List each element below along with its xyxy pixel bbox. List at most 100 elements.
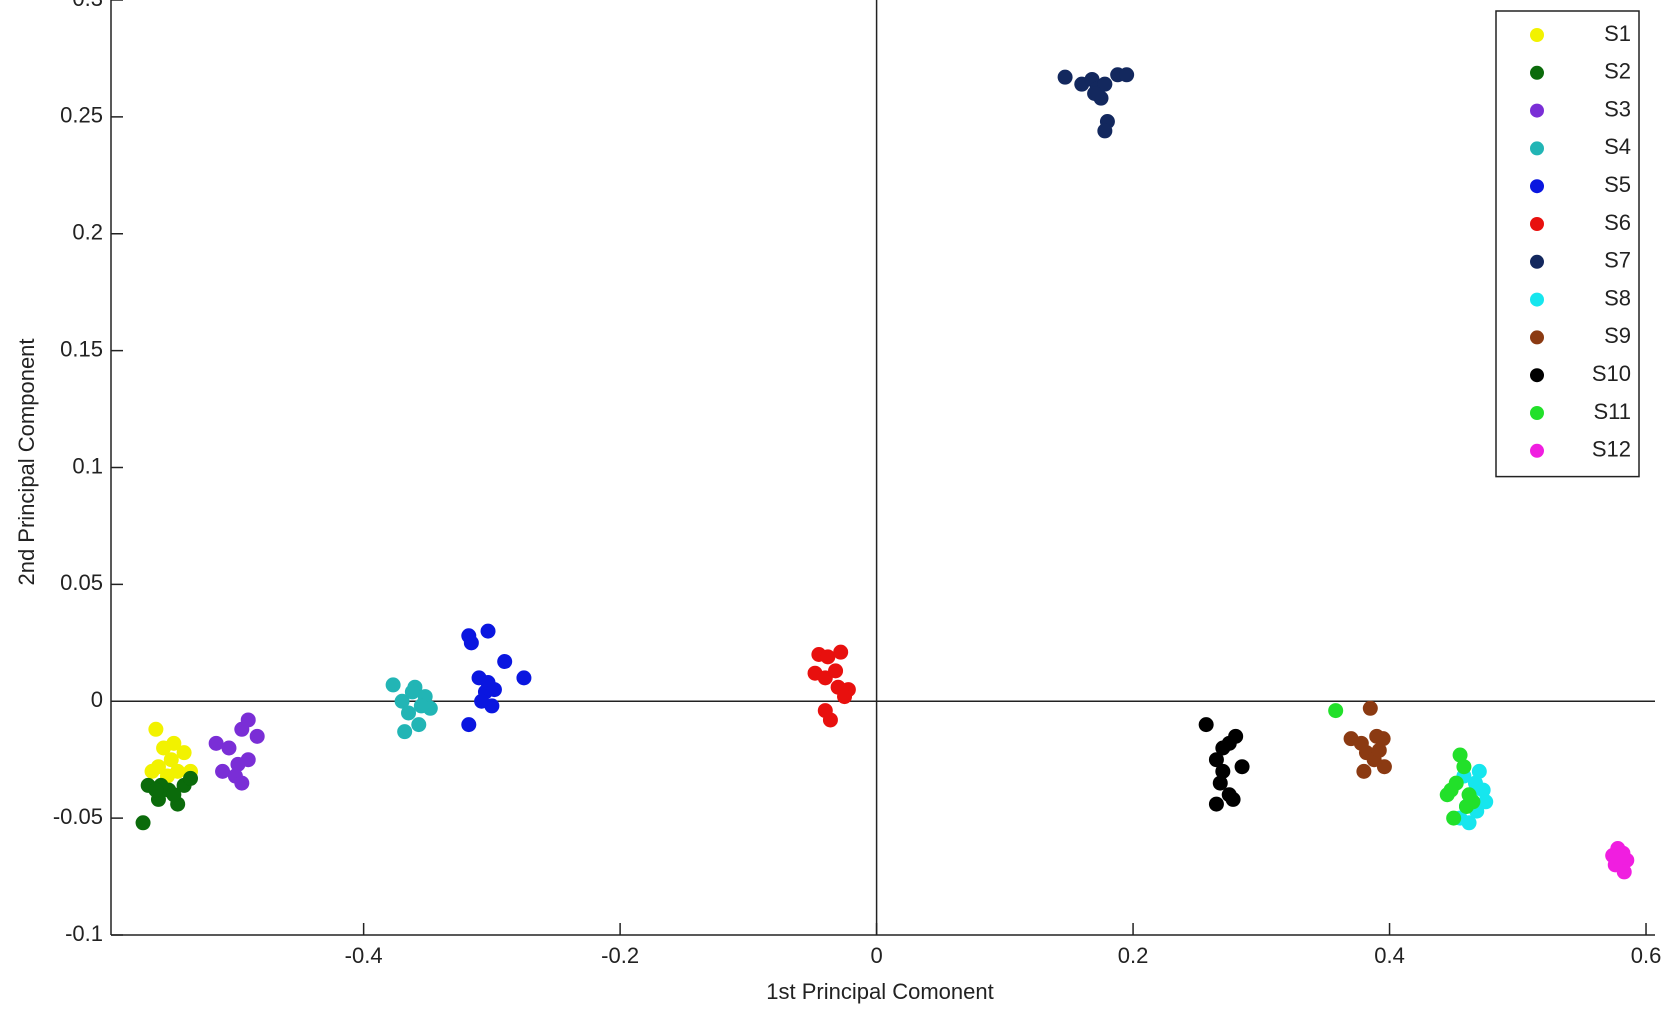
legend-marker	[1530, 330, 1544, 345]
point	[837, 689, 853, 705]
legend-label: S12	[1592, 437, 1631, 462]
point	[1228, 728, 1244, 744]
point	[1375, 731, 1391, 747]
legend-label: S4	[1604, 134, 1631, 159]
point	[1356, 763, 1372, 779]
y-tick-label: 0.05	[60, 570, 103, 595]
legend-marker	[1530, 28, 1544, 42]
point	[1611, 850, 1627, 866]
legend-label: S7	[1604, 248, 1631, 273]
point	[1475, 782, 1491, 798]
point	[234, 775, 250, 791]
point	[166, 735, 182, 751]
y-tick-label: 0.3	[72, 0, 103, 11]
legend-marker	[1530, 406, 1544, 420]
point	[1097, 123, 1113, 139]
point	[144, 763, 160, 779]
point	[1443, 782, 1459, 798]
y-tick-label: 0.1	[72, 453, 103, 478]
legend-label: S9	[1604, 323, 1631, 348]
point	[1119, 67, 1135, 83]
x-tick-label: -0.2	[601, 943, 639, 968]
point	[1208, 752, 1224, 768]
point	[230, 756, 246, 772]
point	[176, 745, 192, 761]
x-tick-label: 0.4	[1374, 943, 1405, 968]
point	[474, 693, 490, 709]
legend-label: S3	[1604, 96, 1631, 121]
legend-marker	[1530, 368, 1544, 383]
point	[461, 717, 477, 733]
point	[163, 752, 179, 768]
point	[1087, 86, 1103, 101]
point	[148, 721, 164, 737]
x-tick-label: -0.4	[345, 943, 383, 968]
y-tick-label: 0.25	[60, 103, 103, 128]
point	[822, 712, 838, 728]
point	[135, 815, 151, 831]
point	[1456, 759, 1472, 775]
x-axis-label: 1st Principal Comonent	[766, 979, 993, 1004]
y-tick-label: 0	[91, 687, 103, 712]
point	[828, 663, 844, 679]
legend-label: S6	[1604, 210, 1631, 235]
point	[1057, 69, 1073, 85]
legend-marker	[1530, 292, 1544, 307]
legend-marker	[1530, 254, 1544, 269]
point	[820, 649, 836, 665]
legend-marker	[1530, 103, 1544, 118]
point	[480, 623, 496, 639]
y-tick-label: 0.15	[60, 336, 103, 361]
point	[240, 712, 256, 728]
point	[1452, 747, 1468, 763]
legend-marker	[1530, 179, 1544, 194]
point	[413, 698, 429, 714]
point	[1328, 703, 1344, 719]
point	[397, 724, 413, 740]
x-tick-label: 0.2	[1118, 943, 1149, 968]
legend-label: S1	[1604, 21, 1631, 46]
point	[1371, 742, 1387, 758]
legend-marker	[1530, 65, 1544, 80]
point	[394, 693, 410, 709]
x-tick-label: 0	[870, 943, 882, 968]
point	[1446, 810, 1462, 826]
point	[486, 682, 502, 698]
point	[1208, 796, 1224, 812]
y-tick-label: -0.1	[65, 921, 103, 946]
point	[1212, 775, 1228, 791]
point	[1198, 717, 1214, 733]
legend-label: S5	[1604, 172, 1631, 197]
point	[401, 705, 417, 721]
legend-marker	[1530, 141, 1544, 156]
point	[404, 684, 420, 700]
legend-marker	[1530, 443, 1544, 458]
point	[166, 787, 182, 803]
point	[1097, 76, 1113, 92]
point	[1376, 759, 1392, 775]
y-tick-label: 0.2	[72, 220, 103, 245]
legend-label: S8	[1604, 285, 1631, 310]
point	[516, 670, 532, 686]
point	[497, 654, 513, 670]
x-tick-label: 0.6	[1631, 943, 1662, 968]
legend-marker	[1530, 217, 1544, 231]
point	[463, 635, 479, 651]
point	[1362, 700, 1378, 716]
point	[833, 644, 849, 660]
point	[208, 735, 224, 751]
point	[249, 728, 265, 744]
point	[411, 717, 427, 733]
point	[385, 677, 401, 693]
legend-label: S10	[1592, 361, 1631, 386]
y-axis-label: 2nd Principal Component	[14, 338, 39, 585]
point	[1234, 759, 1250, 775]
point	[1215, 763, 1231, 779]
point	[1478, 794, 1494, 810]
point	[1471, 763, 1487, 779]
legend-label: S11	[1593, 399, 1631, 424]
point	[1225, 791, 1241, 807]
point	[215, 763, 231, 779]
